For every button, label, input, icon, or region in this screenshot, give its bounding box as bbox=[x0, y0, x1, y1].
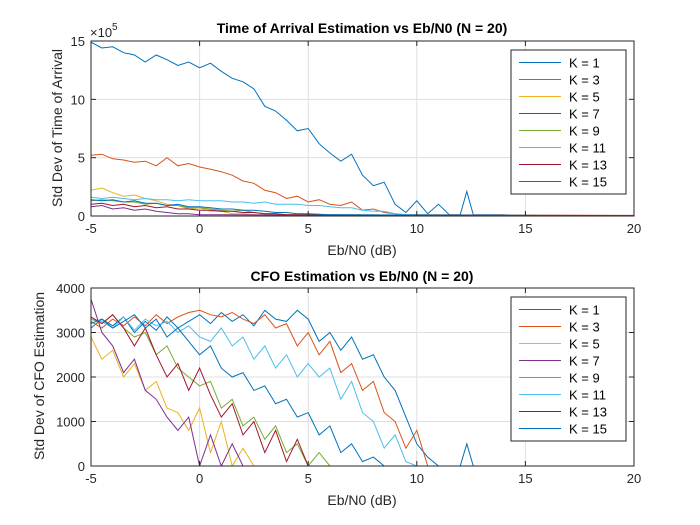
cfo-subplot: CFO Estimation vs Eb/N0 (N = 20) Eb/N0 (… bbox=[31, 268, 641, 508]
cfo-title: CFO Estimation vs Eb/N0 (N = 20) bbox=[251, 268, 474, 284]
toa-legend: K = 1 K = 3 K = 5 K = 7 K = 9 K = 11 K = 13 K =… bbox=[510, 49, 627, 195]
cfo-series-line-k11 bbox=[91, 316, 634, 466]
cfo-legend-label: K = 9 bbox=[569, 371, 600, 386]
cfo-xtick-label: 15 bbox=[518, 471, 532, 486]
cfo-ytick-label: 3000 bbox=[56, 326, 85, 341]
cfo-xtick-label: 0 bbox=[196, 471, 203, 486]
cfo-ytick-label: 0 bbox=[78, 459, 85, 474]
cfo-xtick-label: 10 bbox=[410, 471, 424, 486]
cfo-series-line-k13 bbox=[91, 313, 634, 466]
toa-ylabel: Std Dev of Time of Arrival bbox=[49, 49, 65, 207]
toa-ytick-label: 0 bbox=[78, 209, 85, 224]
cfo-ylabel: Std Dev of CFO Estimation bbox=[31, 292, 47, 460]
cfo-xtick-label: -5 bbox=[85, 471, 97, 486]
toa-ytick-label: 15 bbox=[71, 34, 85, 49]
toa-legend-label: K = 11 bbox=[569, 141, 606, 156]
cfo-legend-label: K = 11 bbox=[569, 388, 606, 403]
cfo-xtick-label: 5 bbox=[305, 471, 312, 486]
toa-xtick-label: 10 bbox=[410, 221, 424, 236]
cfo-series-line-k9 bbox=[91, 313, 634, 466]
toa-series-line-k5 bbox=[91, 187, 634, 216]
cfo-legend-label: K = 5 bbox=[569, 337, 600, 352]
toa-xtick-label: -5 bbox=[85, 221, 97, 236]
cfo-series-line-k5 bbox=[91, 336, 634, 466]
toa-legend-label: K = 5 bbox=[569, 90, 600, 105]
cfo-ytick-label: 1000 bbox=[56, 415, 85, 430]
cfo-legend-label: K = 3 bbox=[569, 320, 600, 335]
toa-xtick-label: 15 bbox=[518, 221, 532, 236]
toa-title: Time of Arrival Estimation vs Eb/N0 (N =… bbox=[217, 20, 508, 36]
toa-legend-label: K = 13 bbox=[569, 158, 607, 173]
cfo-legend-label: K = 13 bbox=[569, 405, 607, 420]
toa-series-line-k15 bbox=[91, 199, 634, 216]
toa-series-line-k11 bbox=[91, 196, 634, 216]
cfo-ytick-label: 2000 bbox=[56, 370, 85, 385]
toa-series-line-k3 bbox=[91, 153, 634, 216]
toa-xlabel: Eb/N0 (dB) bbox=[327, 242, 396, 258]
toa-xtick-label: 20 bbox=[627, 221, 641, 236]
toa-exponent-base: ×10 bbox=[90, 25, 112, 40]
toa-ytick-label: 5 bbox=[78, 151, 85, 166]
toa-legend-label: K = 7 bbox=[569, 107, 600, 122]
toa-axes-box bbox=[90, 40, 635, 217]
cfo-xtick-label: 20 bbox=[627, 471, 641, 486]
cfo-xlabel: Eb/N0 (dB) bbox=[327, 492, 396, 508]
cfo-series-line-k15 bbox=[91, 314, 634, 466]
cfo-ytick-label: 4000 bbox=[56, 281, 85, 296]
toa-exponent-power: 5 bbox=[112, 22, 118, 33]
cfo-legend-label: K = 1 bbox=[569, 303, 600, 318]
cfo-legend-label: K = 15 bbox=[569, 422, 607, 437]
cfo-series-line-k3 bbox=[91, 309, 634, 466]
toa-legend-label: K = 9 bbox=[569, 124, 600, 139]
toa-legend-label: K = 3 bbox=[569, 73, 600, 88]
toa-series-line-k13 bbox=[91, 202, 634, 216]
toa-xtick-label: 5 bbox=[305, 221, 312, 236]
toa-ytick-label: 10 bbox=[71, 92, 85, 107]
toa-xtick-label: 0 bbox=[196, 221, 203, 236]
cfo-legend-box bbox=[510, 296, 627, 442]
toa-legend-label: K = 1 bbox=[569, 56, 600, 71]
cfo-legend-label: K = 7 bbox=[569, 354, 600, 369]
toa-legend-label: K = 15 bbox=[569, 175, 607, 190]
cfo-series-line-k7 bbox=[91, 298, 634, 466]
cfo-legend: K = 1 K = 3 K = 5 K = 7 K = 9 K = 11 K = 13 K =… bbox=[510, 296, 627, 442]
toa-subplot: Time of Arrival Estimation vs Eb/N0 (N =… bbox=[49, 20, 641, 258]
toa-legend-box bbox=[510, 49, 627, 195]
